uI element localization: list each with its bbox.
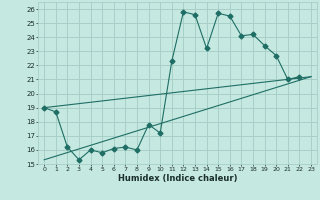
X-axis label: Humidex (Indice chaleur): Humidex (Indice chaleur) [118, 174, 237, 183]
